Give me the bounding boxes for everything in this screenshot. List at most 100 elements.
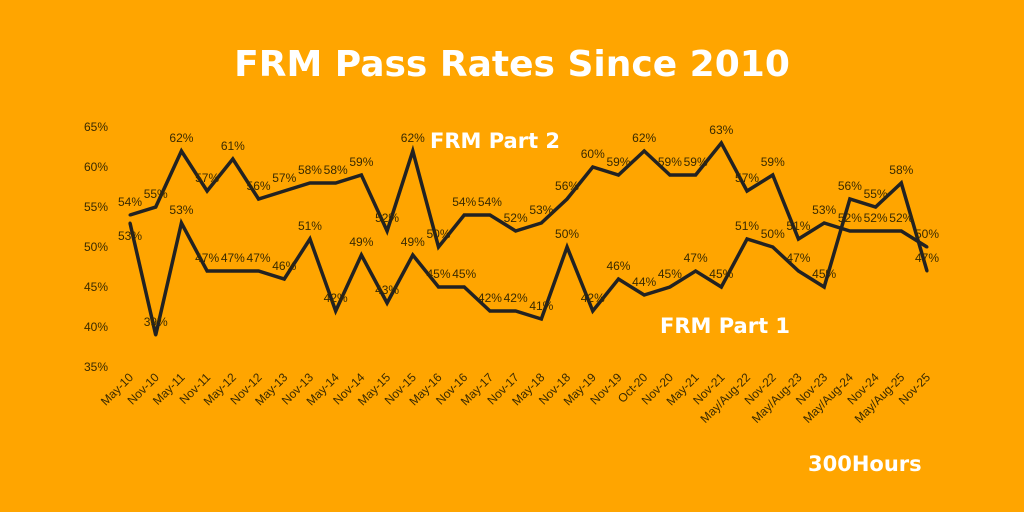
data-point — [539, 317, 543, 321]
data-label: 47% — [786, 251, 810, 265]
data-point — [411, 149, 415, 153]
data-point — [848, 229, 852, 233]
data-label: 59% — [658, 155, 682, 169]
data-label: 59% — [684, 155, 708, 169]
data-point — [437, 245, 441, 249]
data-label: 62% — [632, 131, 656, 145]
data-label: 47% — [684, 251, 708, 265]
y-tick-label: 65% — [84, 120, 108, 134]
series-label-part1: FRM Part 1 — [660, 314, 790, 338]
data-labels: 54%55%62%57%61%56%57%58% 58%59%52%62%50%5… — [118, 123, 939, 329]
data-point — [359, 173, 363, 177]
data-point — [282, 277, 286, 281]
data-label: 42% — [324, 291, 348, 305]
data-label: 53% — [812, 203, 836, 217]
data-point — [899, 181, 903, 185]
data-point — [874, 229, 878, 233]
data-label: 55% — [864, 187, 888, 201]
data-label: 52% — [504, 211, 528, 225]
data-label: 57% — [272, 171, 296, 185]
data-point — [514, 229, 518, 233]
data-label: 41% — [529, 299, 553, 313]
data-point — [385, 229, 389, 233]
data-point — [128, 213, 132, 217]
data-label: 56% — [555, 179, 579, 193]
data-label: 49% — [401, 235, 425, 249]
data-point — [694, 269, 698, 273]
data-label: 53% — [169, 203, 193, 217]
data-label: 46% — [272, 259, 296, 273]
data-point — [642, 293, 646, 297]
data-label: 42% — [504, 291, 528, 305]
data-point — [257, 269, 261, 273]
y-tick-label: 45% — [84, 280, 108, 294]
data-label: 54% — [118, 195, 142, 209]
data-point — [205, 269, 209, 273]
data-label: 57% — [735, 171, 759, 185]
data-point — [745, 189, 749, 193]
data-label: 47% — [247, 251, 271, 265]
data-label: 42% — [581, 291, 605, 305]
plot-area — [128, 139, 929, 337]
data-label: 52% — [889, 211, 913, 225]
data-label: 56% — [247, 179, 271, 193]
data-label: 45% — [658, 267, 682, 281]
data-label: 59% — [349, 155, 373, 169]
data-point — [822, 221, 826, 225]
y-tick-label: 40% — [84, 320, 108, 334]
data-label: 58% — [298, 163, 322, 177]
data-point — [796, 237, 800, 241]
data-label: 45% — [812, 267, 836, 281]
data-point — [231, 269, 235, 273]
data-point — [359, 253, 363, 257]
data-point — [154, 333, 158, 337]
data-point — [334, 309, 338, 313]
data-label: 50% — [761, 227, 785, 241]
data-point — [282, 189, 286, 193]
data-point — [462, 213, 466, 217]
data-label: 45% — [709, 267, 733, 281]
series-label-part2: FRM Part 2 — [430, 129, 560, 153]
data-label: 47% — [221, 251, 245, 265]
data-label: 54% — [478, 195, 502, 209]
data-point — [771, 245, 775, 249]
y-tick-label: 50% — [84, 240, 108, 254]
chart-title: FRM Pass Rates Since 2010 — [234, 44, 790, 85]
data-label: 53% — [118, 229, 142, 243]
data-label: 43% — [375, 283, 399, 297]
data-label: 52% — [838, 211, 862, 225]
data-label: 45% — [452, 267, 476, 281]
data-point — [591, 309, 595, 313]
data-label: 44% — [632, 275, 656, 289]
data-label: 57% — [195, 171, 219, 185]
data-point — [771, 173, 775, 177]
data-point — [257, 197, 261, 201]
data-point — [848, 197, 852, 201]
data-point — [745, 237, 749, 241]
data-label: 55% — [144, 187, 168, 201]
data-point — [308, 237, 312, 241]
data-label: 62% — [169, 131, 193, 145]
data-label: 51% — [735, 219, 759, 233]
data-point — [539, 221, 543, 225]
data-point — [488, 309, 492, 313]
data-label: 47% — [915, 251, 939, 265]
data-point — [899, 229, 903, 233]
data-label: 59% — [761, 155, 785, 169]
y-tick-label: 60% — [84, 160, 108, 174]
series-line-part1 — [128, 179, 929, 336]
data-point — [616, 277, 620, 281]
data-label: 52% — [375, 211, 399, 225]
data-label: 63% — [709, 123, 733, 137]
data-label: 50% — [555, 227, 579, 241]
data-point — [796, 269, 800, 273]
data-label: 51% — [786, 219, 810, 233]
data-label: 61% — [221, 139, 245, 153]
data-point — [668, 173, 672, 177]
data-label: 50% — [427, 227, 451, 241]
data-label: 58% — [889, 163, 913, 177]
data-point — [488, 213, 492, 217]
data-point — [308, 181, 312, 185]
data-label: 39% — [144, 315, 168, 329]
